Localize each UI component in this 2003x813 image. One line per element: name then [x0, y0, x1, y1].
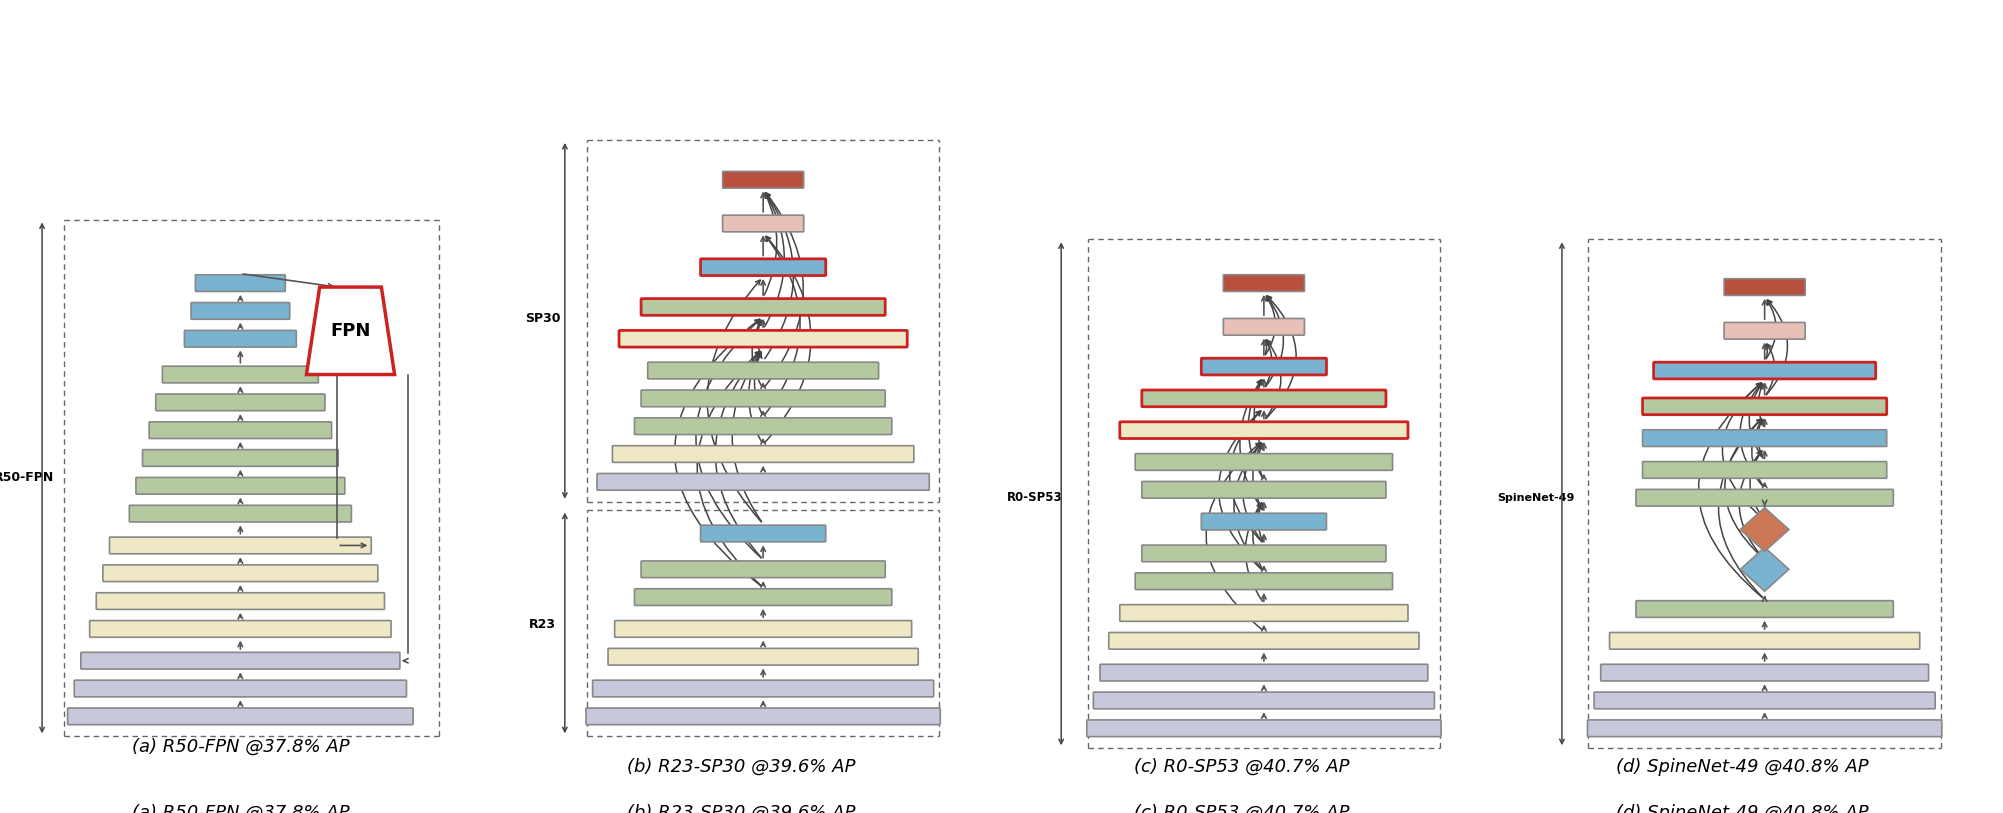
FancyBboxPatch shape [1142, 481, 1386, 498]
Text: (d) SpineNet-49 @40.8% AP: (d) SpineNet-49 @40.8% AP [1616, 804, 1869, 813]
FancyBboxPatch shape [1202, 513, 1326, 530]
FancyBboxPatch shape [74, 680, 407, 697]
FancyBboxPatch shape [701, 259, 825, 276]
FancyBboxPatch shape [110, 537, 371, 554]
FancyBboxPatch shape [641, 561, 885, 577]
FancyBboxPatch shape [619, 330, 907, 347]
FancyBboxPatch shape [1642, 462, 1887, 478]
Text: SP30: SP30 [525, 312, 561, 325]
Text: FPN: FPN [330, 322, 371, 340]
Polygon shape [306, 287, 395, 375]
Text: (b) R23-SP30 @39.6% AP: (b) R23-SP30 @39.6% AP [627, 804, 855, 813]
FancyBboxPatch shape [723, 172, 803, 188]
Text: (b) R23-SP30 @39.6% AP: (b) R23-SP30 @39.6% AP [627, 758, 855, 776]
FancyBboxPatch shape [1142, 545, 1386, 562]
FancyBboxPatch shape [1120, 422, 1408, 438]
Polygon shape [1741, 507, 1789, 551]
FancyBboxPatch shape [1642, 430, 1887, 446]
FancyBboxPatch shape [587, 708, 939, 724]
Text: R23: R23 [529, 619, 557, 632]
FancyBboxPatch shape [1110, 633, 1418, 649]
FancyBboxPatch shape [1636, 601, 1893, 617]
Text: (c) R0-SP53 @40.7% AP: (c) R0-SP53 @40.7% AP [1134, 804, 1350, 813]
FancyBboxPatch shape [1224, 319, 1304, 335]
FancyBboxPatch shape [142, 450, 339, 467]
FancyBboxPatch shape [1224, 275, 1304, 291]
FancyBboxPatch shape [1120, 605, 1408, 621]
FancyBboxPatch shape [1725, 323, 1805, 339]
FancyBboxPatch shape [1100, 664, 1428, 681]
FancyBboxPatch shape [80, 652, 401, 669]
FancyBboxPatch shape [597, 473, 929, 490]
FancyBboxPatch shape [102, 565, 379, 581]
FancyBboxPatch shape [1088, 720, 1440, 737]
FancyBboxPatch shape [148, 422, 332, 438]
Text: (a) R50-FPN @37.8% AP: (a) R50-FPN @37.8% AP [132, 804, 349, 813]
FancyBboxPatch shape [1588, 720, 1941, 737]
Text: SpineNet-49: SpineNet-49 [1496, 493, 1574, 502]
FancyBboxPatch shape [162, 366, 318, 383]
FancyBboxPatch shape [1610, 633, 1919, 649]
FancyBboxPatch shape [641, 390, 885, 406]
FancyBboxPatch shape [641, 298, 885, 315]
FancyBboxPatch shape [130, 506, 351, 522]
FancyBboxPatch shape [156, 394, 324, 411]
FancyBboxPatch shape [190, 302, 290, 320]
FancyBboxPatch shape [196, 275, 284, 291]
FancyBboxPatch shape [609, 649, 917, 665]
FancyBboxPatch shape [615, 620, 911, 637]
FancyBboxPatch shape [136, 477, 345, 494]
FancyBboxPatch shape [635, 589, 891, 606]
FancyBboxPatch shape [1202, 359, 1326, 375]
FancyBboxPatch shape [593, 680, 933, 697]
FancyBboxPatch shape [701, 525, 825, 541]
FancyBboxPatch shape [1636, 489, 1893, 506]
FancyBboxPatch shape [1725, 279, 1805, 295]
FancyBboxPatch shape [184, 330, 296, 347]
Text: (a) R50-FPN @37.8% AP: (a) R50-FPN @37.8% AP [132, 738, 349, 756]
FancyBboxPatch shape [647, 363, 879, 379]
FancyBboxPatch shape [613, 446, 913, 463]
Text: R0-SP53: R0-SP53 [1008, 491, 1062, 504]
FancyBboxPatch shape [1642, 398, 1887, 415]
FancyBboxPatch shape [90, 620, 391, 637]
Text: (c) R0-SP53 @40.7% AP: (c) R0-SP53 @40.7% AP [1134, 758, 1350, 776]
Text: (d) SpineNet-49 @40.8% AP: (d) SpineNet-49 @40.8% AP [1616, 758, 1869, 776]
FancyBboxPatch shape [1594, 692, 1935, 709]
FancyBboxPatch shape [1142, 390, 1386, 406]
Polygon shape [1741, 547, 1789, 591]
FancyBboxPatch shape [96, 593, 385, 610]
FancyBboxPatch shape [68, 708, 413, 724]
FancyBboxPatch shape [1136, 454, 1392, 470]
FancyBboxPatch shape [1094, 692, 1434, 709]
FancyBboxPatch shape [723, 215, 803, 232]
FancyBboxPatch shape [1600, 664, 1929, 681]
Text: R50-FPN: R50-FPN [0, 472, 54, 485]
FancyBboxPatch shape [635, 418, 891, 434]
FancyBboxPatch shape [1136, 573, 1392, 589]
FancyBboxPatch shape [1654, 363, 1875, 379]
